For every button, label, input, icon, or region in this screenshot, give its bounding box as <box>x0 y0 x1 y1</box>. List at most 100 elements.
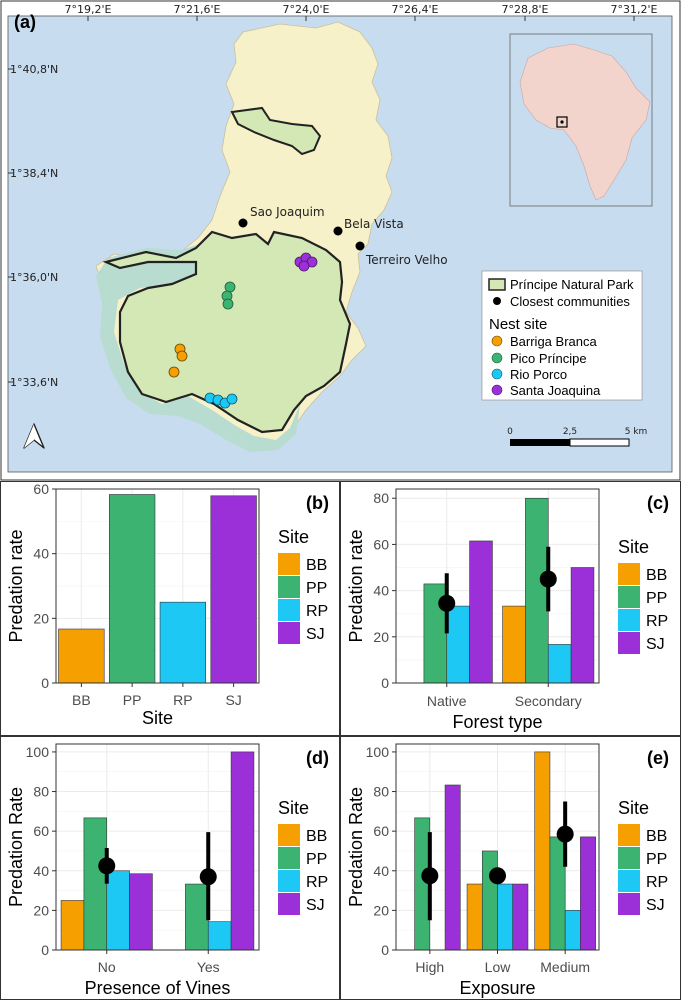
legend-label: RP <box>306 603 328 620</box>
y-tick-label: 40 <box>373 583 389 599</box>
bar-bb[interactable] <box>534 751 551 951</box>
legend-key-rp <box>618 870 640 892</box>
bar-sj[interactable] <box>230 751 255 951</box>
legend-rp-label: Rio Porco <box>510 367 567 382</box>
nest-marker[interactable] <box>226 393 238 405</box>
y-tick-label: 60 <box>33 481 49 497</box>
nests-pico-principe <box>221 281 236 310</box>
bar-sj[interactable] <box>570 567 595 684</box>
y-axis-label: Predation rate <box>6 529 26 642</box>
bar-pp[interactable] <box>414 817 431 951</box>
legend-key-bb <box>491 335 503 347</box>
lon-tick-label: 7°26,4'E <box>392 3 439 16</box>
y-ticks: 0 20 40 60 <box>33 481 56 691</box>
bar-pp[interactable] <box>83 817 108 951</box>
bar-rp[interactable] <box>564 910 581 951</box>
bar-rp[interactable] <box>547 644 572 684</box>
legend-key-rp <box>278 870 300 892</box>
legend-key-sj <box>618 893 640 915</box>
x-tick-label: Medium <box>540 959 590 975</box>
bar-pp[interactable] <box>525 497 549 684</box>
legend-community-label: Closest communities <box>510 294 630 309</box>
x-tick-label: Native <box>427 693 467 709</box>
lon-tick-label: 7°28,8'E <box>502 3 549 16</box>
mean-point[interactable] <box>199 868 217 886</box>
bar-sj[interactable] <box>580 836 596 951</box>
lon-tick-label: 7°19,2'E <box>65 3 112 16</box>
y-tick-label: 100 <box>26 744 50 760</box>
bar-pp[interactable] <box>108 494 156 684</box>
bar-pp[interactable] <box>549 836 566 951</box>
legend-label: BB <box>306 828 327 845</box>
bar-rp[interactable] <box>497 883 514 951</box>
y-tick-label: 80 <box>373 784 389 800</box>
mean-point[interactable] <box>421 867 439 885</box>
nest-marker[interactable] <box>224 281 236 293</box>
bar-pp[interactable] <box>185 883 209 951</box>
panel-label-a: (a) <box>14 12 36 32</box>
legend-label: PP <box>306 851 327 868</box>
community-bela-vista[interactable] <box>333 226 343 236</box>
legend-title: Site <box>278 798 309 818</box>
community-sao-joaquim[interactable] <box>238 218 248 228</box>
y-tick-label: 0 <box>381 675 389 691</box>
legend-nest-title: Nest site <box>489 316 547 333</box>
bar-pp[interactable] <box>481 850 498 951</box>
bar-bb[interactable] <box>502 605 526 684</box>
y-ticks: 0 20 40 60 80 <box>373 490 396 691</box>
nest-marker[interactable] <box>168 366 180 378</box>
bar-sj[interactable] <box>469 540 493 684</box>
inset-location-box <box>556 116 568 128</box>
bar-bb[interactable] <box>466 883 483 951</box>
nest-marker[interactable] <box>176 350 188 362</box>
means <box>98 832 217 921</box>
community-label-terreiro-velho: Terreiro Velho <box>365 253 448 267</box>
nest-marker[interactable] <box>222 298 234 310</box>
scale-label-5km: 5 km <box>625 427 648 437</box>
latitude-ticks: 1°40,8'N 1°38,4'N 1°36,0'N 1°33,6'N <box>8 63 58 389</box>
park-buffer <box>96 244 300 452</box>
y-ticks: 0 20 40 60 80 100 <box>26 744 56 958</box>
community-terreiro-velho[interactable] <box>355 241 365 251</box>
panel-label: (e) <box>647 748 669 768</box>
scale-bar-black <box>510 439 570 446</box>
bar-sj[interactable] <box>512 883 529 951</box>
legend-label: PP <box>306 580 327 597</box>
legend-bb-label: Barriga Branca <box>510 334 597 349</box>
mean-point[interactable] <box>489 867 506 885</box>
map-legend-box <box>481 270 643 401</box>
y-tick-label: 0 <box>41 942 49 958</box>
mean-point[interactable] <box>539 570 557 588</box>
y-axis-label: Predation Rate <box>346 787 366 907</box>
park-enclave <box>230 106 322 156</box>
longitude-ticks: 7°19,2'E 7°21,6'E 7°24,0'E 7°26,4'E 7°28,8'E… <box>65 3 658 21</box>
x-tick-label: RP <box>173 692 192 708</box>
bar-sj[interactable] <box>129 873 153 951</box>
legend: Site BB PP RP SJ <box>618 537 668 654</box>
bar-rp[interactable] <box>159 601 207 684</box>
x-tick-label: Yes <box>197 959 220 975</box>
mean-point[interactable] <box>556 825 574 843</box>
legend-key-bb <box>278 824 300 846</box>
bar-sj[interactable] <box>210 495 257 684</box>
legend-label: BB <box>306 557 327 574</box>
bar-rp[interactable] <box>106 870 130 951</box>
mean-point[interactable] <box>438 594 456 612</box>
bar-sj[interactable] <box>444 784 461 951</box>
nest-marker[interactable] <box>298 260 310 272</box>
bar-bb[interactable] <box>60 900 85 951</box>
bar-bb[interactable] <box>58 628 105 684</box>
map-legend: Príncipe Natural Park Closest communitie… <box>481 270 643 401</box>
legend-title: Site <box>618 798 649 818</box>
y-tick-label: 60 <box>33 823 49 839</box>
mean-point[interactable] <box>98 857 116 875</box>
bar-rp[interactable] <box>446 605 470 684</box>
legend-label: RP <box>306 874 328 891</box>
bar-rp[interactable] <box>207 921 232 951</box>
lat-tick-label: 1°40,8'N <box>10 63 58 76</box>
legend-label: BB <box>646 567 667 584</box>
y-axis-label: Predation rate <box>346 529 366 642</box>
legend-key-sj <box>491 384 503 396</box>
nests-rio-porco <box>204 392 238 409</box>
bars <box>60 751 255 951</box>
